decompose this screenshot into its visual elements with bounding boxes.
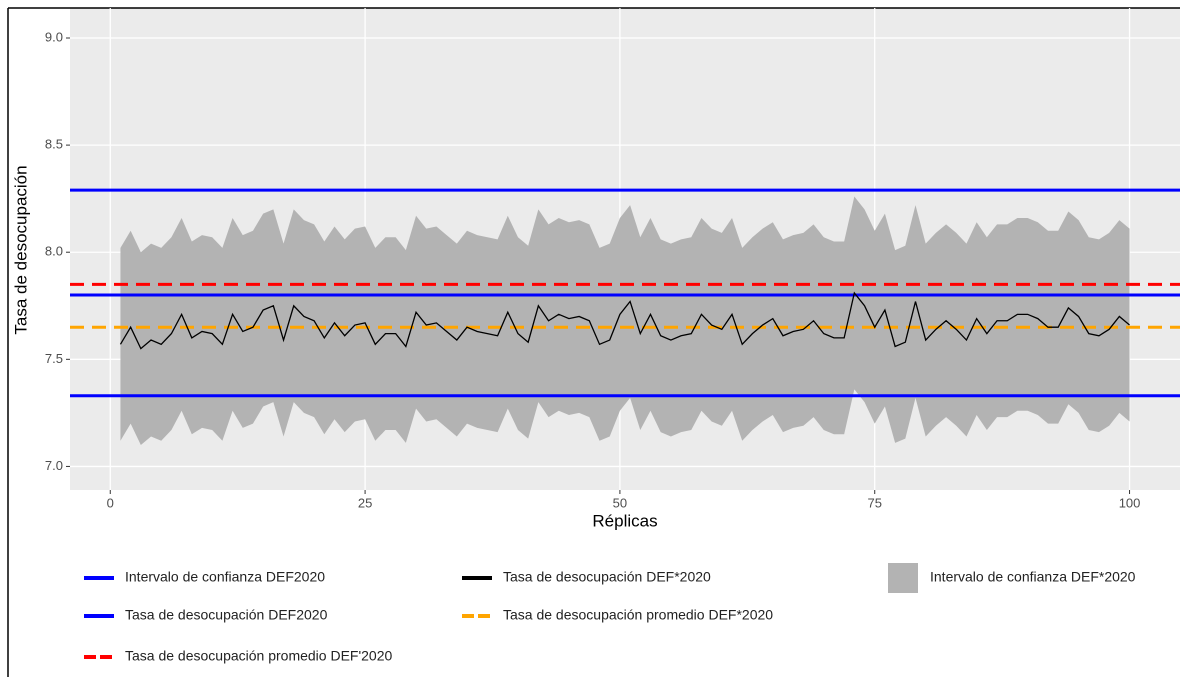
y-tick-label: 7.0: [45, 458, 63, 473]
x-axis-title: Réplicas: [592, 511, 657, 530]
legend-key: [888, 563, 918, 593]
x-tick-label: 0: [107, 495, 114, 510]
legend-label: Tasa de desocupación DEF*2020: [503, 569, 711, 585]
series-line: [119, 291, 1130, 350]
y-tick-label: 9.0: [45, 29, 63, 44]
legend-label: Intervalo de confianza DEF2020: [125, 569, 325, 585]
x-tick-label: 75: [867, 495, 881, 510]
legend-label: Tasa de desocupación DEF2020: [125, 607, 328, 623]
legend-label: Tasa de desocupación promedio DEF*2020: [503, 607, 773, 623]
y-tick-label: 7.5: [45, 351, 63, 366]
legend-label: Tasa de desocupación promedio DEF'2020: [125, 648, 392, 664]
y-tick-label: 8.0: [45, 244, 63, 259]
legend-label: Intervalo de confianza DEF*2020: [930, 569, 1136, 585]
y-axis-title: Tasa de desocupación: [11, 165, 30, 334]
x-tick-label: 25: [358, 495, 372, 510]
x-tick-label: 100: [1119, 495, 1141, 510]
confidence-band: [120, 196, 1130, 446]
x-tick-label: 50: [613, 495, 627, 510]
y-tick-label: 8.5: [45, 137, 63, 152]
